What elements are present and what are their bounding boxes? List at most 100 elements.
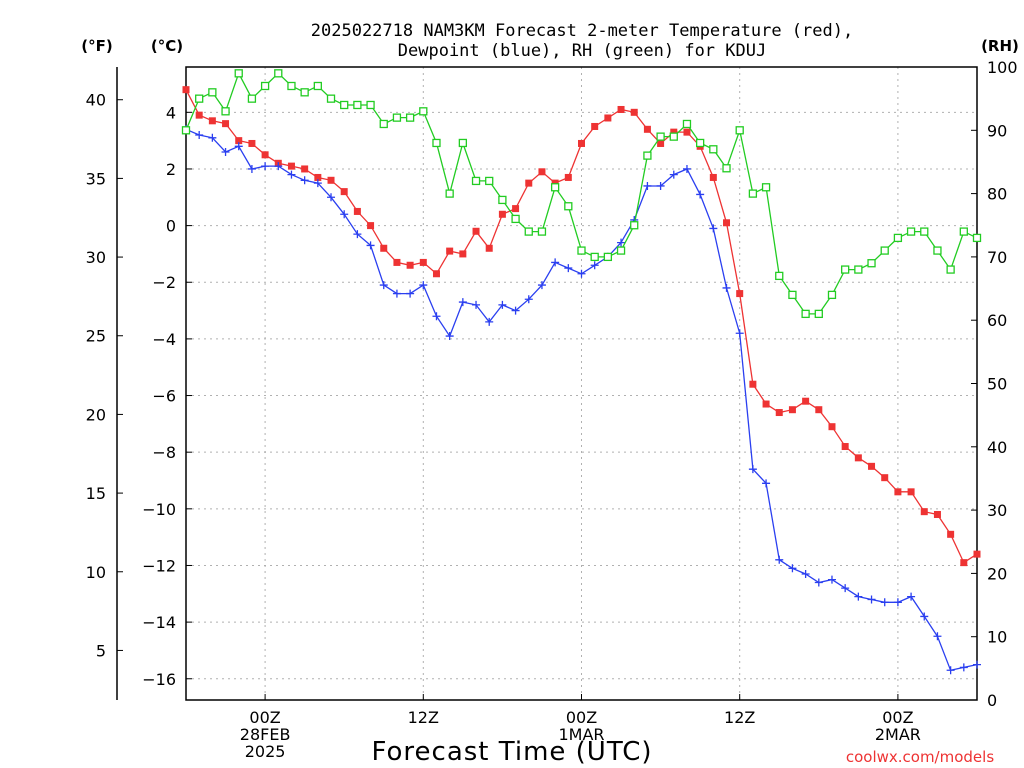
temperature-point	[920, 508, 928, 516]
dewpoint-point	[432, 312, 441, 321]
temperature-point	[235, 137, 243, 145]
rh-point	[353, 100, 362, 110]
rh-tick-label: 40	[987, 438, 1007, 457]
rh-point	[841, 265, 850, 274]
celsius-tick-label: −10	[142, 500, 176, 519]
temperature-point	[947, 530, 955, 538]
rh-point	[722, 164, 731, 173]
dewpoint-point	[340, 210, 349, 219]
rh-point	[814, 309, 823, 319]
series-layer	[181, 69, 982, 675]
dewpoint-point	[973, 660, 981, 669]
temperature-point	[854, 454, 862, 462]
rh-point	[616, 246, 626, 255]
dewpoint-point	[682, 164, 691, 173]
rh-tick-label: 50	[987, 375, 1007, 394]
grid-lines	[186, 67, 977, 700]
rh-tick-label: 20	[987, 564, 1007, 583]
rh-point	[946, 265, 955, 274]
chart-title: 2025022718 NAM3KM Forecast 2-meter Tempe…	[311, 21, 853, 61]
dewpoint-point	[577, 269, 586, 278]
rh-point	[880, 246, 889, 255]
temperature-point	[380, 244, 388, 252]
temperature-point	[802, 397, 810, 405]
rh-tick-label: 100	[987, 58, 1018, 77]
rh-point	[221, 107, 230, 116]
temperature-point	[208, 117, 216, 125]
dewpoint-point	[854, 592, 863, 601]
dewpoint-point	[709, 224, 718, 233]
rh-tick-label: 30	[987, 501, 1007, 520]
dewpoint-point	[313, 179, 322, 188]
dewpoint-point	[867, 595, 876, 604]
rh-point	[260, 81, 270, 91]
dewpoint-point	[920, 612, 929, 621]
temperature-point	[868, 462, 876, 470]
rh-point	[590, 252, 599, 262]
dewpoint-point	[959, 663, 968, 672]
temperature-point	[564, 173, 572, 181]
rh-point	[761, 183, 771, 192]
rh-point	[893, 233, 903, 243]
fahrenheit-tick-label: 5	[96, 641, 106, 660]
dewpoint-point	[458, 298, 467, 307]
dewpoint-point	[274, 162, 283, 171]
dewpoint-point	[643, 181, 652, 190]
dewpoint-point	[564, 264, 573, 273]
dewpoint-point	[841, 584, 850, 593]
rh-point	[972, 233, 982, 243]
rh-point	[669, 132, 678, 141]
dewpoint-point	[406, 289, 415, 298]
rh-point	[445, 189, 454, 198]
rh-point	[643, 151, 652, 160]
dewpoint-point	[827, 575, 836, 584]
credit-text: coolwx.com/models	[846, 748, 994, 766]
x-tick-label: 1MAR	[558, 725, 604, 744]
rh-point	[366, 100, 375, 110]
temperature-point	[248, 139, 256, 147]
temperature-point	[301, 165, 309, 173]
temperature-point	[195, 111, 203, 119]
fahrenheit-tick-label: 35	[86, 169, 106, 188]
dewpoint-point	[696, 190, 705, 199]
dewpoint-point	[195, 130, 204, 139]
dewpoint-point	[814, 578, 823, 587]
rh-point	[788, 290, 797, 300]
rh-point	[195, 94, 204, 103]
dewpoint-point	[537, 281, 546, 290]
rh-point	[603, 252, 613, 262]
rh-point	[208, 88, 217, 97]
temperature-point	[670, 128, 678, 136]
title-line-1: 2025022718 NAM3KM Forecast 2-meter Tempe…	[311, 21, 853, 41]
fahrenheit-tick-label: 10	[86, 563, 106, 582]
rh-point	[419, 107, 428, 116]
dewpoint-point	[353, 230, 362, 239]
dewpoint-point	[445, 332, 454, 341]
dewpoint-point	[287, 170, 296, 179]
dewpoint-point	[762, 479, 771, 488]
x-tick-label: 00Z	[882, 708, 913, 727]
fahrenheit-unit-label: (°F)	[81, 37, 112, 55]
dewpoint-point	[300, 176, 309, 185]
rh-point	[537, 227, 547, 236]
temperature-point	[367, 222, 375, 230]
rh-unit-label: (RH)	[981, 37, 1019, 55]
dewpoint-point	[775, 555, 784, 564]
temperature-point	[261, 151, 269, 159]
rh-point	[524, 227, 533, 236]
celsius-tick-label: −4	[152, 330, 176, 349]
dewpoint-point	[419, 281, 428, 290]
rh-point	[313, 81, 322, 91]
x-tick-label: 2025	[245, 742, 286, 761]
rh-point	[287, 81, 296, 91]
rh-point	[959, 227, 968, 236]
temperature-point	[222, 120, 230, 128]
temperature-point	[525, 179, 533, 187]
rh-point	[274, 69, 283, 78]
rh-point	[511, 214, 520, 224]
title-line-2: Dewpoint (blue), RH (green) for KDUJ	[398, 41, 766, 61]
temperature-point	[419, 258, 427, 266]
rh-point	[471, 176, 481, 186]
dewpoint-point	[234, 142, 243, 151]
rh-point	[801, 309, 810, 319]
